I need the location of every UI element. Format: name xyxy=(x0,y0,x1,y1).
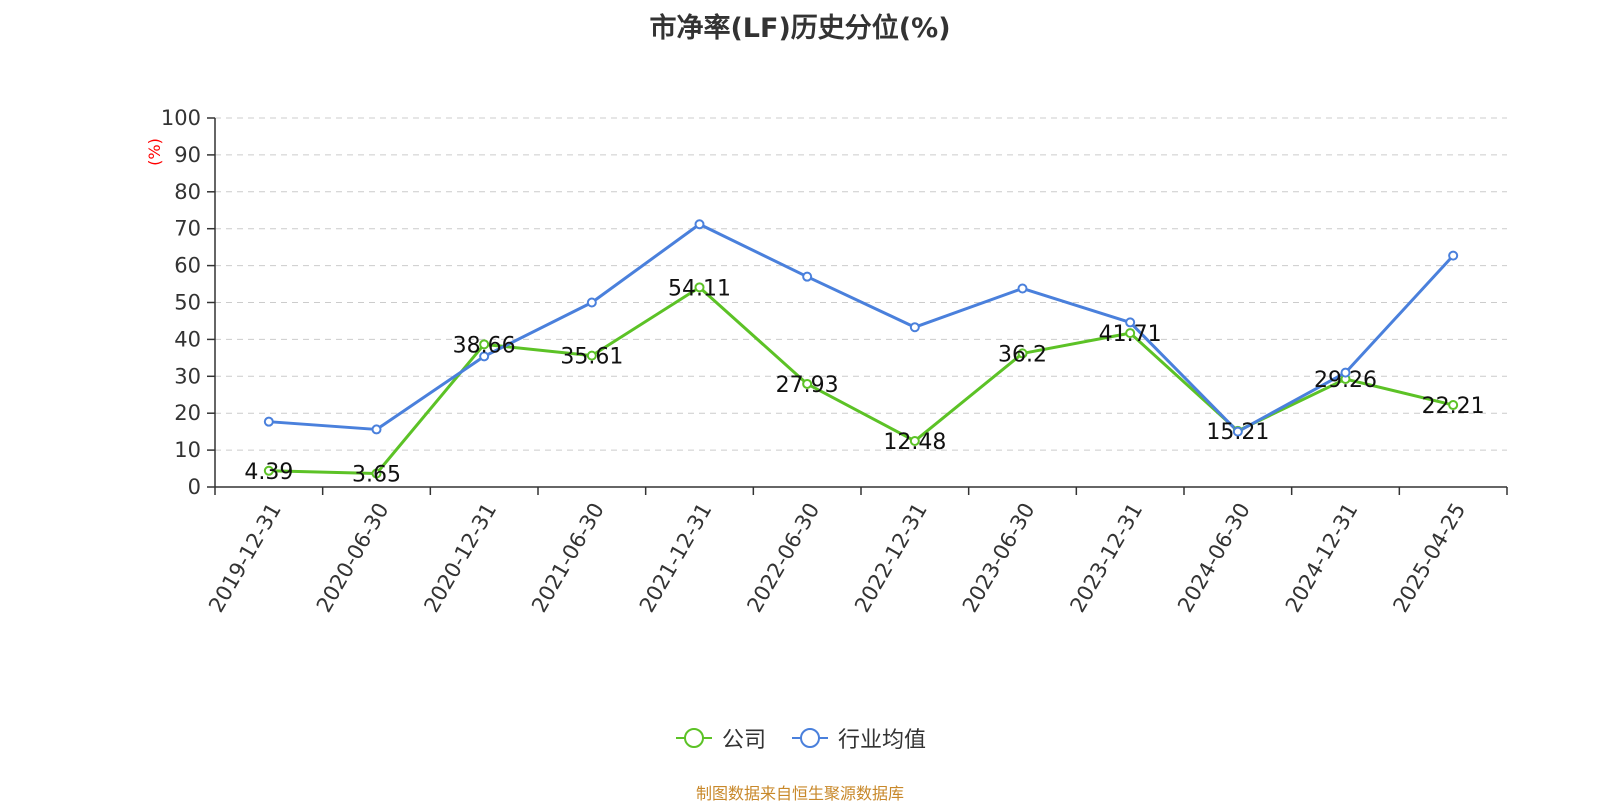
y-tick-label: 30 xyxy=(174,364,201,388)
legend: 公司 行业均值 xyxy=(0,722,1600,754)
series-lines xyxy=(268,222,1455,476)
data-label: 38.66 xyxy=(453,333,516,358)
legend-item-company[interactable]: 公司 xyxy=(674,722,766,754)
data-point-1 xyxy=(263,416,274,427)
data-point-1 xyxy=(586,297,597,308)
data-label: 3.65 xyxy=(352,463,401,488)
legend-company-line-icon xyxy=(675,728,712,748)
x-tick-label: 2022-06-30 xyxy=(742,499,824,617)
series-line-1 xyxy=(268,222,1455,434)
x-tick-label: 2024-12-31 xyxy=(1281,499,1363,617)
legend-company-label: 公司 xyxy=(721,728,766,753)
y-tick-label: 70 xyxy=(174,217,201,241)
y-tick-label: 90 xyxy=(174,143,201,167)
data-label: 15.21 xyxy=(1206,420,1269,445)
x-tick-label: 2021-12-31 xyxy=(635,499,717,617)
y-tick-label: 100 xyxy=(161,106,201,130)
x-tick-label: 2023-12-31 xyxy=(1065,499,1147,617)
data-label: 27.93 xyxy=(776,373,839,398)
x-tick-label: 2023-06-30 xyxy=(958,499,1040,617)
x-tick-label: 2024-06-30 xyxy=(1173,499,1255,617)
y-tick-label: 60 xyxy=(174,254,201,278)
data-point-1 xyxy=(1017,283,1028,294)
chart-title: 市净率(LF)历史分位(%) xyxy=(649,13,951,44)
data-label: 22.21 xyxy=(1422,394,1485,419)
data-point-0 xyxy=(371,468,382,479)
data-label: 54.11 xyxy=(668,276,731,301)
grid-lines xyxy=(215,117,1507,451)
data-labels: 4.39 3.65 38.66 35.61 54.11 27.93 12.48 36.2 41.… xyxy=(244,276,1484,487)
x-tick-label: 2022-12-31 xyxy=(850,499,932,617)
data-point-1 xyxy=(371,424,382,435)
x-tick-label: 2021-06-30 xyxy=(527,499,609,617)
data-label: 4.39 xyxy=(244,460,293,485)
data-point-0 xyxy=(1125,328,1136,339)
data-point-1 xyxy=(1232,426,1243,437)
data-label: 41.71 xyxy=(1099,322,1162,347)
y-tick-label: 50 xyxy=(174,291,201,315)
data-label: 29.26 xyxy=(1314,368,1377,393)
data-point-0 xyxy=(694,282,705,293)
data-point-0 xyxy=(1448,400,1459,411)
series-points xyxy=(263,219,1459,479)
source-note: 制图数据来自恒生聚源数据库 xyxy=(695,784,904,803)
data-point-0 xyxy=(802,378,813,389)
x-tick-label: 2019-12-31 xyxy=(204,499,286,617)
data-point-1 xyxy=(1448,250,1459,261)
data-point-1 xyxy=(1340,367,1351,378)
data-point-0 xyxy=(1017,348,1028,359)
axes: 0 10 20 30 40 50 60 70 80 90 100 (%) 2019-12-31 2020-… xyxy=(145,106,1508,617)
legend-industry-label: 行业均值 xyxy=(838,728,927,753)
y-tick-label: 0 xyxy=(188,475,201,499)
y-tick-label: 40 xyxy=(174,327,201,351)
data-point-0 xyxy=(263,465,274,476)
data-point-1 xyxy=(802,271,813,282)
x-tick-label: 2025-04-25 xyxy=(1388,499,1470,617)
y-tick-label: 80 xyxy=(174,180,201,204)
y-tick-label: 10 xyxy=(174,438,201,462)
y-tick-label: 20 xyxy=(174,401,201,425)
data-label: 36.2 xyxy=(998,342,1047,367)
data-point-1 xyxy=(694,219,705,230)
data-label: 12.48 xyxy=(883,430,946,455)
data-point-0 xyxy=(479,339,490,350)
legend-industry-line-icon xyxy=(792,728,828,748)
data-point-1 xyxy=(909,322,920,333)
x-tick-label: 2020-12-31 xyxy=(419,499,501,617)
data-label: 35.61 xyxy=(560,345,623,370)
data-point-1 xyxy=(1125,317,1136,328)
data-point-0 xyxy=(909,435,920,446)
legend-item-industry[interactable]: 行业均值 xyxy=(790,722,926,754)
y-axis-unit-label: (%) xyxy=(145,138,164,166)
data-point-0 xyxy=(586,350,597,361)
data-point-1 xyxy=(479,351,490,362)
x-tick-label: 2020-06-30 xyxy=(312,499,394,617)
